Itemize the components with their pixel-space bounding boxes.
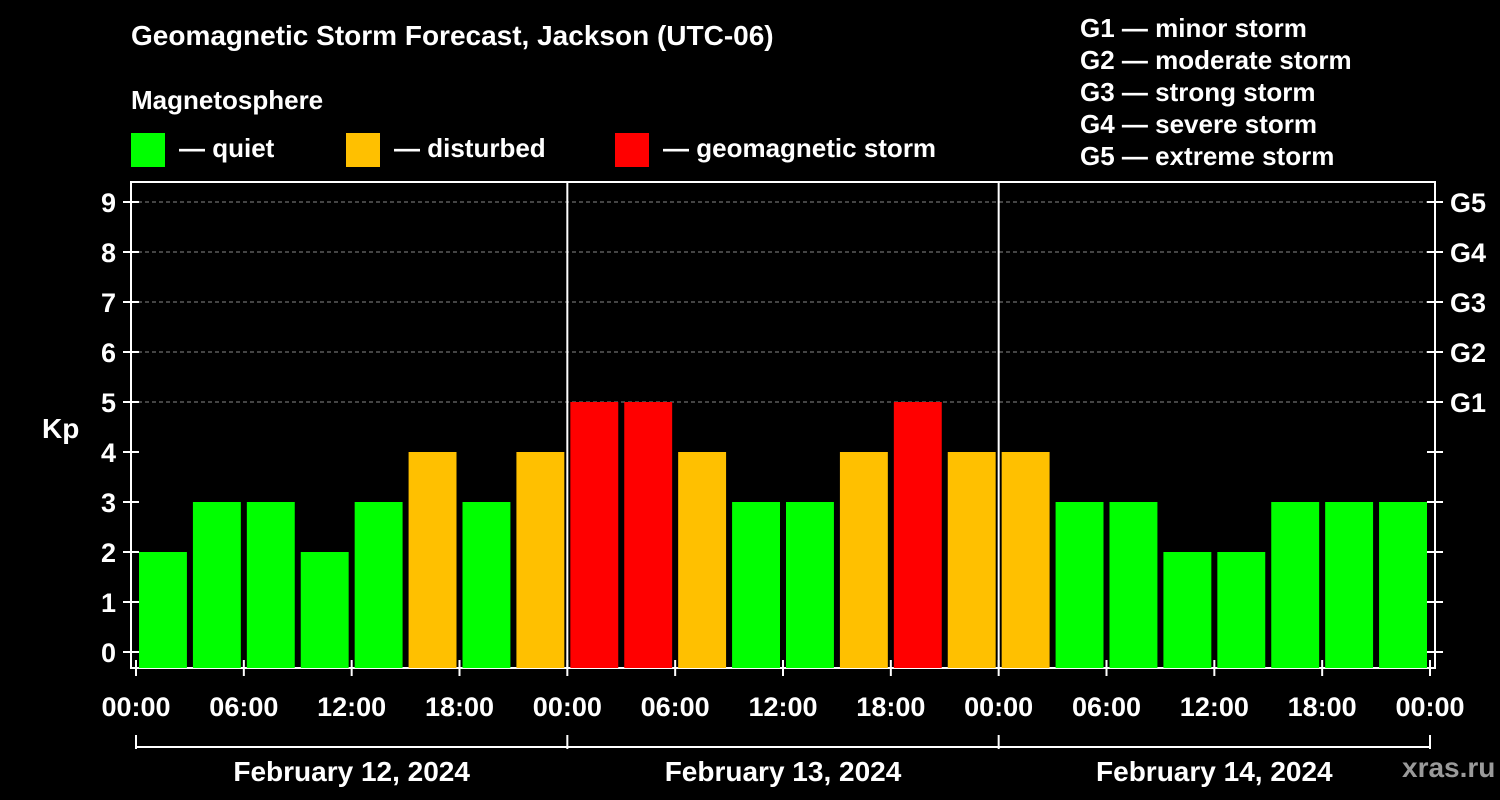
x-tick-label: 00:00 [1395,692,1464,722]
kp-bar [139,552,187,668]
x-tick-label: 06:00 [641,692,710,722]
storm-swatch [615,133,649,167]
x-tick-label: 12:00 [317,692,386,722]
kp-bar [1163,552,1212,668]
storm-scale-g3: G3 — strong storm [1080,77,1316,107]
kp-bar [462,502,511,668]
disturbed-swatch [346,133,380,167]
date-label: February 14, 2024 [1096,756,1333,787]
y-tick-label: 0 [101,638,116,668]
storm-scale-g4: G4 — severe storm [1080,109,1318,139]
storm-scale-g2: G2 — moderate storm [1080,45,1352,75]
kp-bar [624,402,673,668]
y-tick-label: 3 [101,488,116,518]
y-tick-label: 8 [101,238,116,268]
legend-label-disturbed: — disturbed [394,133,546,163]
kp-bar [570,402,619,668]
kp-bar [408,452,457,668]
x-tick-label: 18:00 [856,692,925,722]
x-tick-label: 12:00 [748,692,817,722]
quiet-swatch [131,133,165,167]
storm-level-label: G4 [1450,238,1486,268]
kp-bar [1109,502,1158,668]
date-label: February 12, 2024 [233,756,470,787]
y-axis-label: Kp [42,413,79,444]
chart-title: Geomagnetic Storm Forecast, Jackson (UTC… [131,20,774,51]
storm-level-label: G3 [1450,288,1486,318]
y-tick-label: 6 [101,338,116,368]
x-tick-label: 12:00 [1180,692,1249,722]
storm-level-label: G1 [1450,388,1486,418]
watermark: xras.ru [1402,752,1496,783]
kp-bar [192,502,241,668]
x-tick-label: 06:00 [1072,692,1141,722]
x-tick-label: 18:00 [1288,692,1357,722]
kp-bar [354,502,403,668]
storm-level-label: G5 [1450,188,1486,218]
kp-bar [1217,552,1266,668]
y-tick-label: 9 [101,188,116,218]
y-tick-label: 1 [101,588,116,618]
y-tick-label: 7 [101,288,116,318]
kp-bar [893,402,942,668]
kp-bar [516,452,565,668]
x-tick-label: 18:00 [425,692,494,722]
date-label: February 13, 2024 [665,756,902,787]
legend-label-quiet: — quiet [179,133,275,163]
kp-bar [786,502,834,668]
x-tick-label: 06:00 [209,692,278,722]
kp-bar [300,552,349,668]
kp-bar [1055,502,1104,668]
kp-bar [1271,502,1320,668]
kp-bar [1001,452,1050,668]
kp-bar [839,452,888,668]
storm-scale-g1: G1 — minor storm [1080,13,1307,43]
storm-level-label: G2 [1450,338,1486,368]
kp-bar [947,452,996,668]
y-tick-label: 2 [101,538,116,568]
x-tick-label: 00:00 [964,692,1033,722]
kp-bar [1379,502,1427,668]
kp-bar [246,502,295,668]
y-tick-label: 5 [101,388,116,418]
kp-bar [1325,502,1374,668]
legend-heading: Magnetosphere [131,85,324,115]
storm-scale-g5: G5 — extreme storm [1080,141,1335,171]
kp-bar [732,502,780,668]
storm-scale-legend: G1 — minor storm G2 — moderate storm G3 … [1080,12,1352,172]
x-tick-label: 00:00 [533,692,602,722]
y-tick-label: 4 [101,438,116,468]
legend-label-storm: — geomagnetic storm [663,133,937,163]
x-tick-label: 00:00 [101,692,170,722]
kp-bar [678,452,727,668]
